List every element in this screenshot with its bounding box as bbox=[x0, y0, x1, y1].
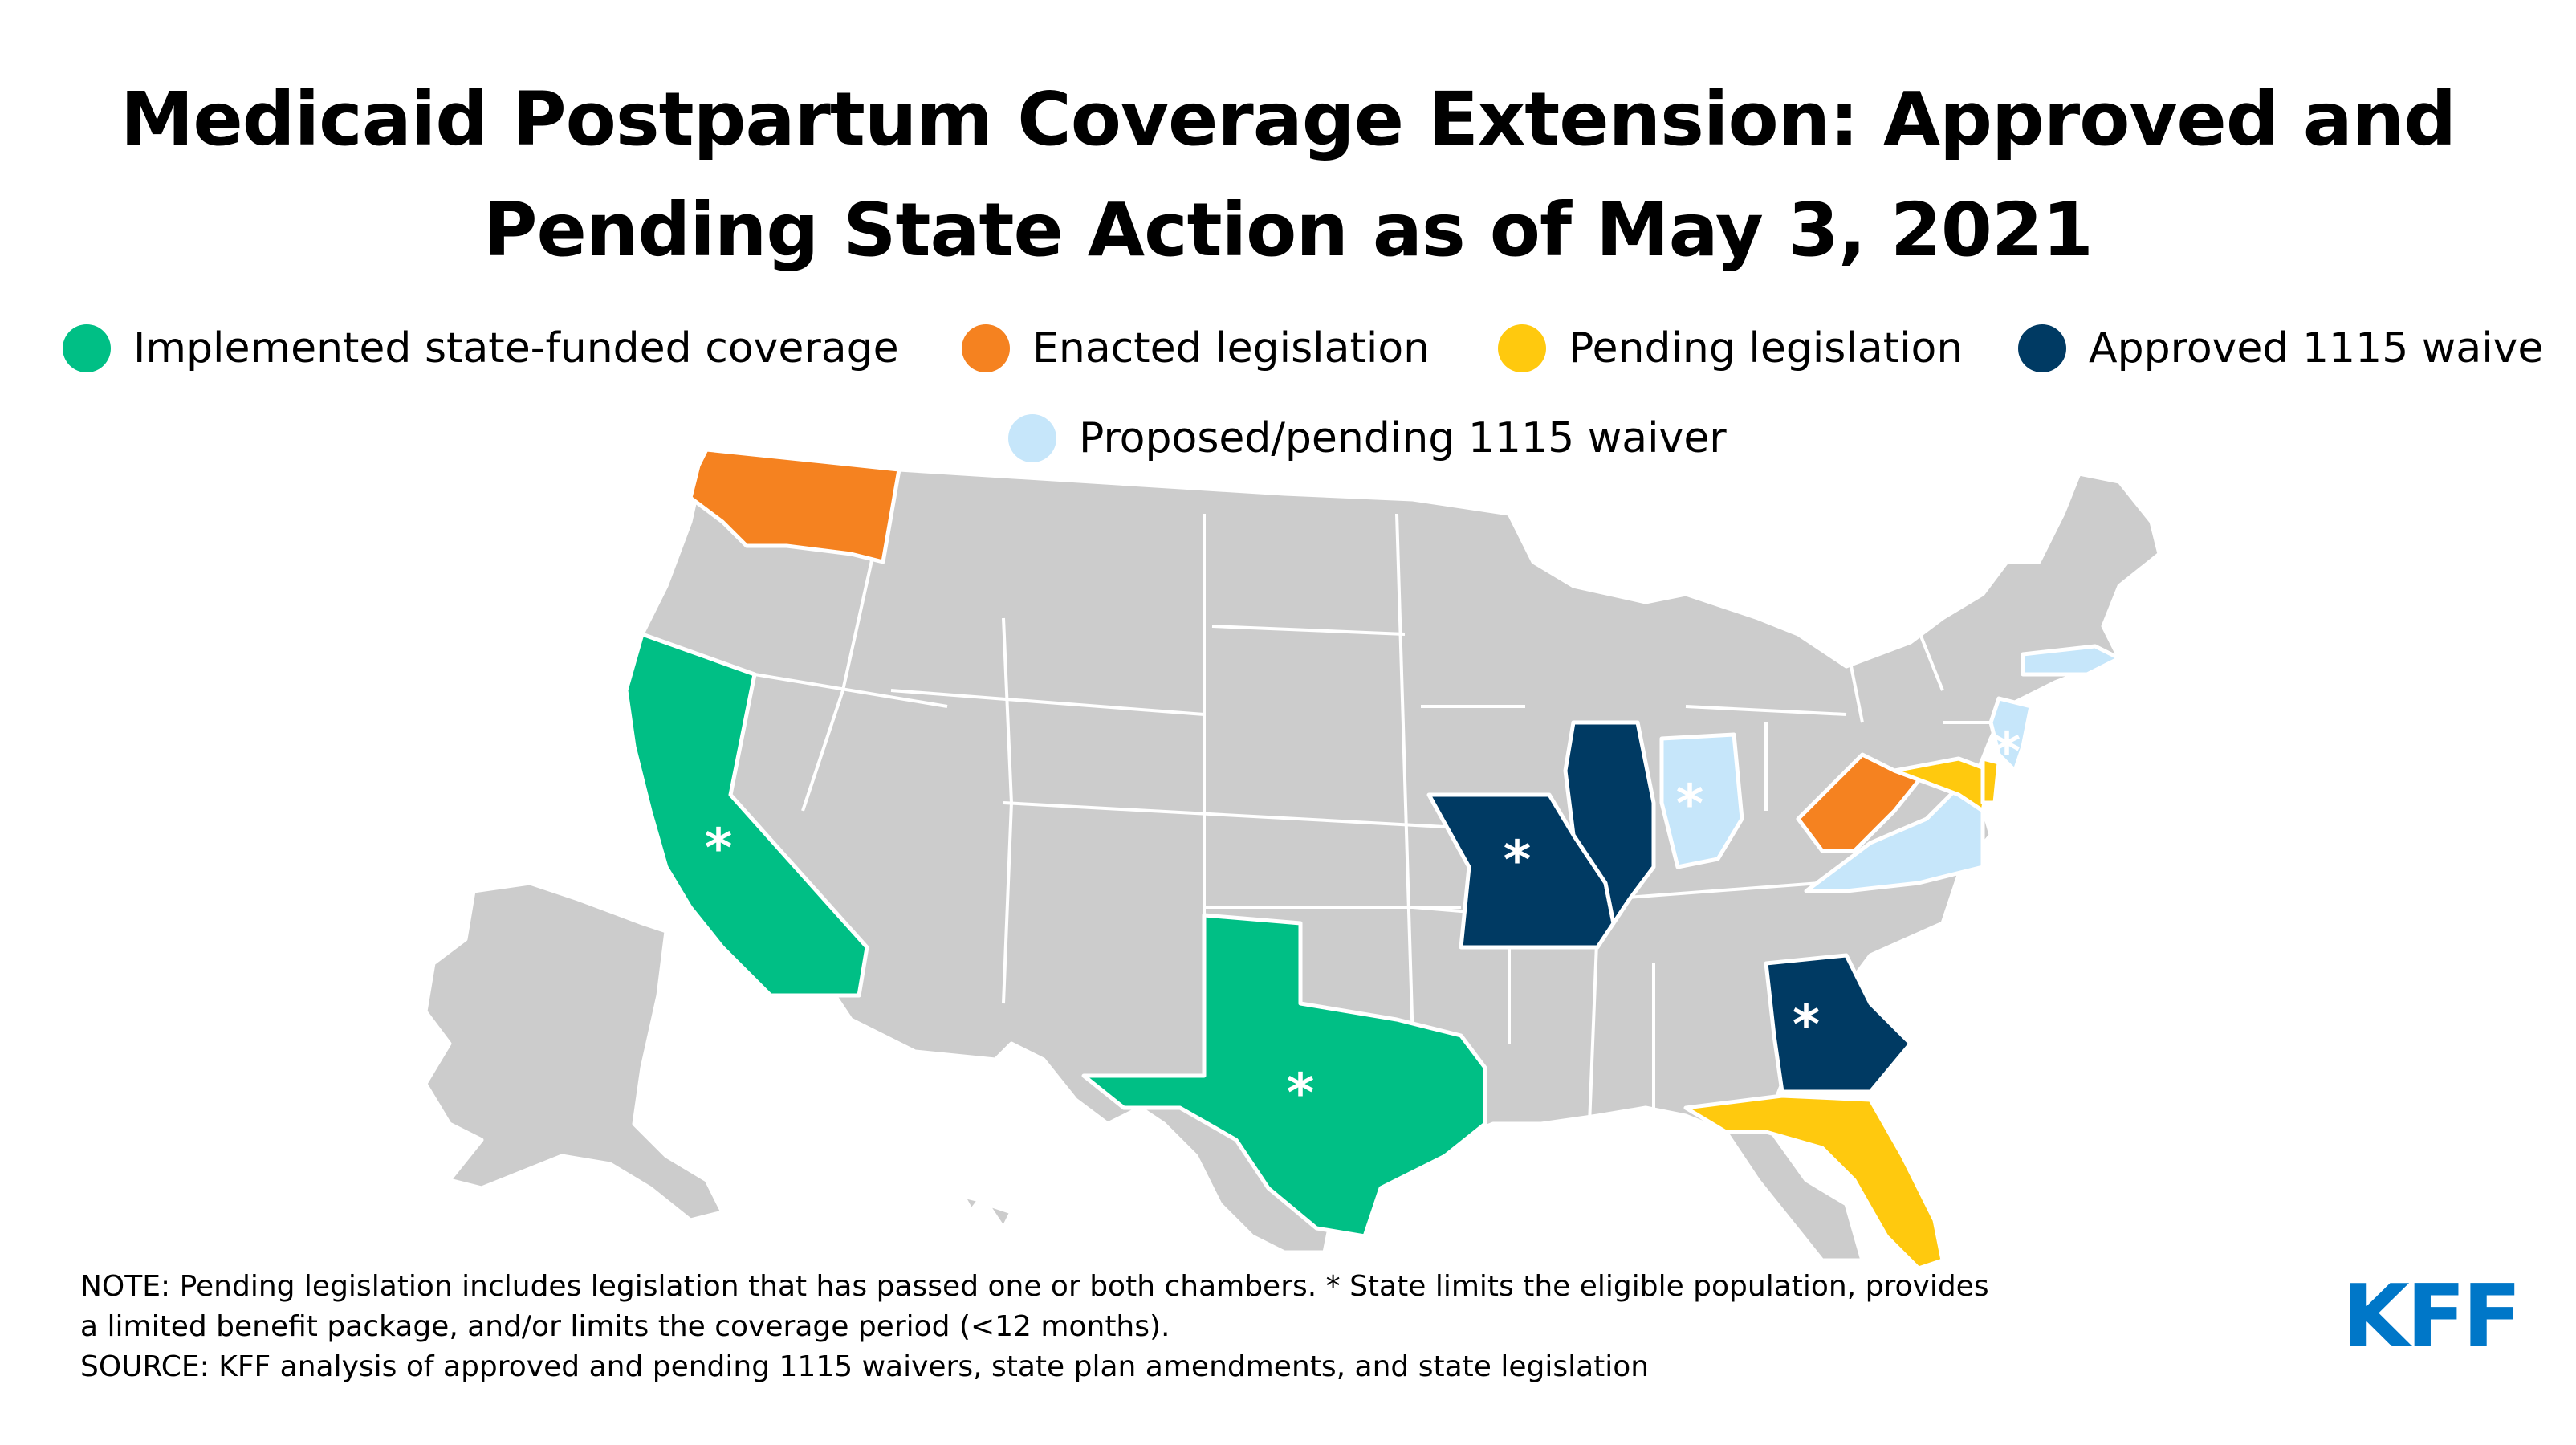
chart-title: Medicaid Postpartum Coverage Extension: … bbox=[0, 64, 2576, 286]
state-florida bbox=[1683, 1093, 1945, 1271]
legend-label-approved-waiver: Approved 1115 waive bbox=[2089, 324, 2544, 372]
note-line-2: a limited benefit package, and/or limits… bbox=[80, 1310, 1170, 1343]
legend-label-proposed-waiver: Proposed/pending 1115 waiver bbox=[1079, 414, 1727, 462]
legend-swatch-proposed-waiver bbox=[1008, 414, 1056, 462]
state-maryland bbox=[1892, 756, 1993, 813]
legend-label-implemented: Implemented state-funded coverage bbox=[133, 324, 899, 372]
state-hawaii bbox=[961, 1194, 1014, 1231]
state-massachusetts bbox=[2021, 644, 2122, 677]
state-texas bbox=[1081, 913, 1487, 1239]
legend-item-pending: Pending legislation bbox=[1498, 324, 2018, 372]
notes: NOTE: Pending legislation includes legis… bbox=[80, 1267, 2007, 1387]
state-washington bbox=[688, 447, 901, 564]
limited-marker-indiana: * bbox=[1676, 773, 1704, 835]
legend-item-enacted: Enacted legislation bbox=[962, 324, 1498, 372]
legend: Implemented state-funded coverage Enacte… bbox=[63, 324, 2543, 372]
legend-swatch-enacted bbox=[962, 324, 1010, 372]
legend-swatch-implemented bbox=[63, 324, 111, 372]
state-borders bbox=[754, 473, 2039, 1125]
colored-states bbox=[624, 447, 2122, 1271]
note-line-1: NOTE: Pending legislation includes legis… bbox=[80, 1270, 1989, 1303]
state-georgia bbox=[1764, 953, 1913, 1094]
legend-item-approved-waiver: Approved 1115 waive bbox=[2018, 324, 2543, 372]
title-line-2: Pending State Action as of May 3, 2021 bbox=[483, 187, 2094, 273]
limited-coverage-markers: * * * * * * bbox=[705, 721, 2021, 1124]
state-california bbox=[624, 632, 869, 998]
limited-marker-california: * bbox=[705, 817, 733, 879]
title-line-1: Medicaid Postpartum Coverage Extension: … bbox=[120, 76, 2456, 162]
limited-marker-new-jersey: * bbox=[1993, 721, 2021, 783]
state-indiana bbox=[1659, 732, 1744, 869]
legend-swatch-pending bbox=[1498, 324, 1546, 372]
legend-label-enacted: Enacted legislation bbox=[1032, 324, 1430, 372]
limited-marker-missouri: * bbox=[1504, 829, 1532, 891]
state-alaska bbox=[423, 881, 725, 1223]
source-line: SOURCE: KFF analysis of approved and pen… bbox=[80, 1350, 1650, 1383]
legend-swatch-approved-waiver bbox=[2018, 324, 2066, 372]
legend-row-2: Proposed/pending 1115 waiver bbox=[1008, 414, 1727, 462]
limited-marker-georgia: * bbox=[1793, 994, 1821, 1056]
legend-label-pending: Pending legislation bbox=[1569, 324, 1964, 372]
limited-marker-texas: * bbox=[1287, 1062, 1315, 1124]
legend-item-implemented: Implemented state-funded coverage bbox=[63, 324, 962, 372]
legend-item-proposed-waiver: Proposed/pending 1115 waiver bbox=[1008, 414, 1727, 462]
state-delaware bbox=[1980, 756, 2001, 805]
state-illinois bbox=[1563, 720, 1656, 926]
state-new-jersey bbox=[1988, 696, 2033, 773]
kff-logo: KFF bbox=[2342, 1267, 2521, 1367]
